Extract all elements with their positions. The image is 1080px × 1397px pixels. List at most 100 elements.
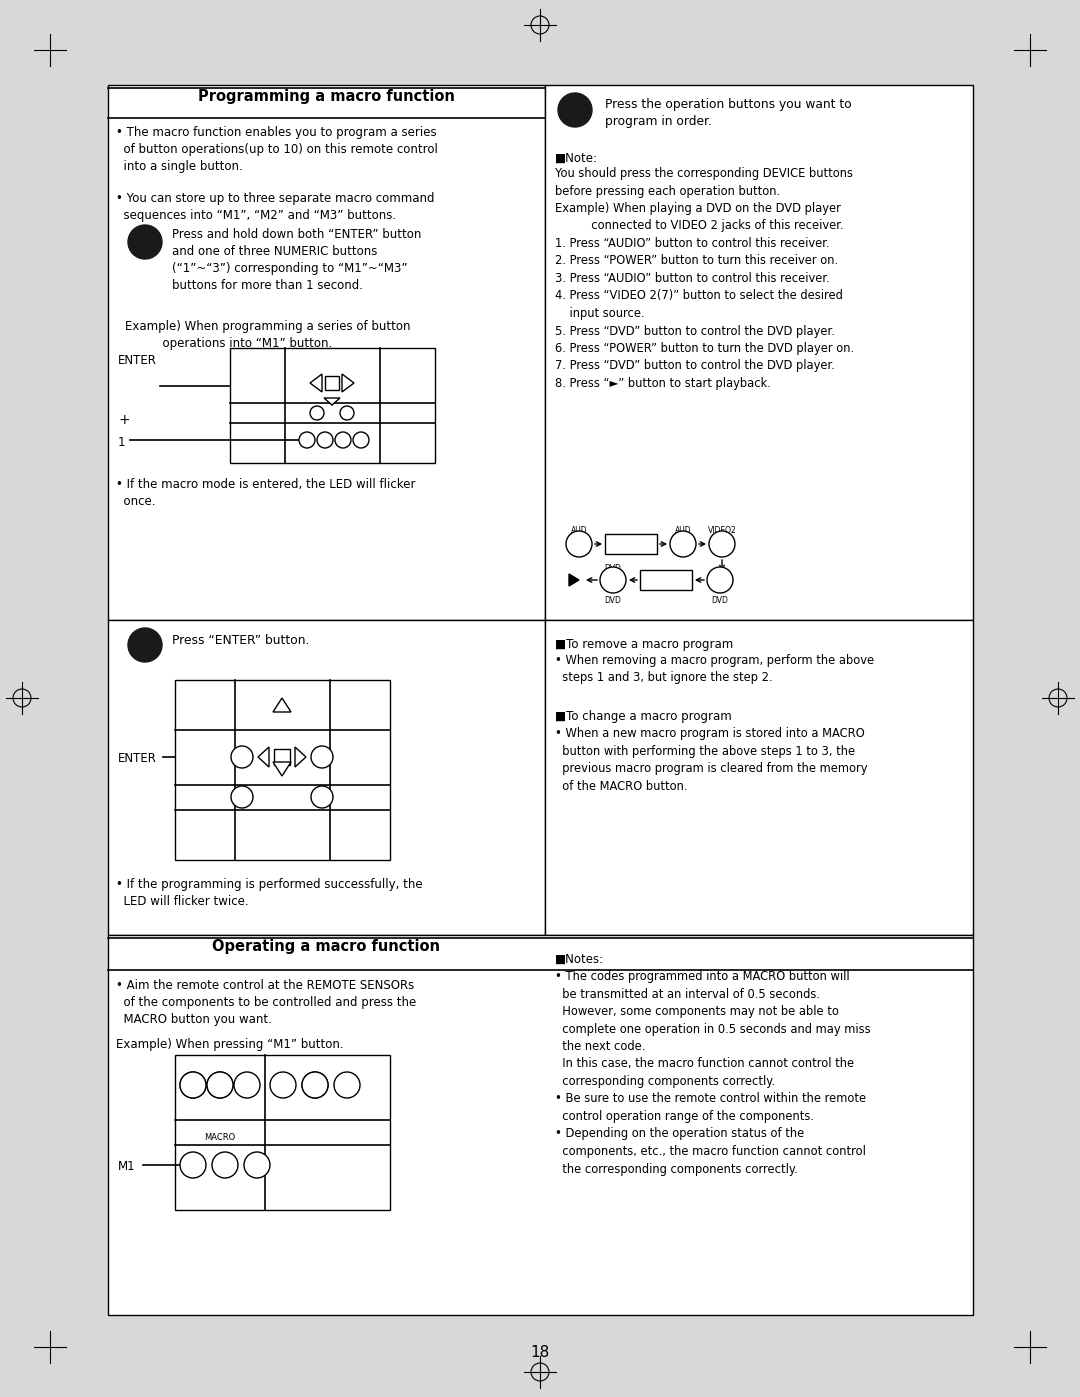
Circle shape bbox=[558, 94, 592, 127]
Text: 2: 2 bbox=[569, 101, 581, 119]
Circle shape bbox=[207, 1071, 233, 1098]
Text: • If the macro mode is entered, the LED will flicker
  once.: • If the macro mode is entered, the LED … bbox=[116, 478, 416, 509]
Text: Operating a macro function: Operating a macro function bbox=[212, 939, 440, 954]
Circle shape bbox=[212, 1153, 238, 1178]
Circle shape bbox=[311, 746, 333, 768]
Circle shape bbox=[180, 1153, 206, 1178]
Text: POWER ON: POWER ON bbox=[606, 539, 656, 549]
Text: ENTER: ENTER bbox=[118, 353, 157, 366]
Text: • When removing a macro program, perform the above
  steps 1 and 3, but ignore t: • When removing a macro program, perform… bbox=[555, 654, 874, 685]
Text: 18: 18 bbox=[530, 1345, 550, 1361]
Circle shape bbox=[566, 531, 592, 557]
Text: <: < bbox=[313, 408, 321, 418]
Text: 4: 4 bbox=[359, 436, 364, 444]
Text: VIDEO2: VIDEO2 bbox=[707, 527, 737, 535]
Circle shape bbox=[231, 746, 253, 768]
FancyBboxPatch shape bbox=[108, 935, 973, 1315]
Circle shape bbox=[129, 629, 162, 662]
FancyBboxPatch shape bbox=[175, 680, 390, 861]
Circle shape bbox=[334, 1071, 360, 1098]
FancyBboxPatch shape bbox=[108, 620, 545, 935]
Text: 9: 9 bbox=[190, 1080, 195, 1090]
Circle shape bbox=[299, 432, 315, 448]
Text: 1: 1 bbox=[118, 436, 125, 448]
Polygon shape bbox=[310, 374, 322, 393]
FancyBboxPatch shape bbox=[274, 749, 291, 766]
Text: You should press the corresponding DEVICE buttons
before pressing each operation: You should press the corresponding DEVIC… bbox=[555, 168, 854, 390]
Circle shape bbox=[129, 225, 162, 258]
Polygon shape bbox=[324, 398, 340, 405]
FancyBboxPatch shape bbox=[545, 85, 973, 620]
Text: DVD: DVD bbox=[712, 597, 728, 605]
FancyBboxPatch shape bbox=[175, 1055, 390, 1210]
Circle shape bbox=[707, 567, 733, 592]
Circle shape bbox=[302, 1071, 328, 1098]
Text: Example) When programming a series of button
          operations into “M1” butt: Example) When programming a series of bu… bbox=[125, 320, 410, 351]
Circle shape bbox=[231, 787, 253, 807]
Text: Press “ENTER” button.: Press “ENTER” button. bbox=[172, 634, 309, 647]
Text: AUD: AUD bbox=[675, 527, 691, 535]
Text: MACRO: MACRO bbox=[204, 1133, 235, 1141]
Circle shape bbox=[270, 1071, 296, 1098]
Circle shape bbox=[180, 1071, 206, 1098]
Text: M3: M3 bbox=[251, 1161, 264, 1169]
Text: 1: 1 bbox=[138, 233, 151, 251]
Text: DVD: DVD bbox=[605, 597, 621, 605]
Text: ENTER: ENTER bbox=[118, 753, 157, 766]
Text: M1: M1 bbox=[118, 1161, 136, 1173]
Circle shape bbox=[600, 567, 626, 592]
Text: • The macro function enables you to program a series
  of button operations(up t: • The macro function enables you to prog… bbox=[116, 126, 437, 173]
Text: 3: 3 bbox=[340, 436, 346, 444]
Text: POWER ON: POWER ON bbox=[642, 576, 691, 584]
Polygon shape bbox=[273, 761, 291, 775]
FancyBboxPatch shape bbox=[230, 348, 435, 462]
Text: Example) When pressing “M1” button.: Example) When pressing “M1” button. bbox=[116, 1038, 343, 1051]
Circle shape bbox=[353, 432, 369, 448]
Circle shape bbox=[670, 531, 696, 557]
Text: 0: 0 bbox=[217, 1080, 222, 1090]
Text: ■Notes:: ■Notes: bbox=[555, 953, 604, 965]
Text: M1: M1 bbox=[187, 1161, 199, 1169]
Text: • The codes programmed into a MACRO button will
  be transmitted at an interval : • The codes programmed into a MACRO butt… bbox=[555, 970, 870, 1175]
Text: Press and hold down both “ENTER” button
and one of three NUMERIC buttons
(“1”~“3: Press and hold down both “ENTER” button … bbox=[172, 228, 421, 292]
Text: +: + bbox=[118, 414, 130, 427]
Polygon shape bbox=[342, 374, 354, 393]
Text: M2: M2 bbox=[219, 1161, 231, 1169]
FancyBboxPatch shape bbox=[640, 570, 692, 590]
Circle shape bbox=[207, 1071, 233, 1098]
Circle shape bbox=[302, 1071, 328, 1098]
Text: • Aim the remote control at the REMOTE SENSORs
  of the components to be control: • Aim the remote control at the REMOTE S… bbox=[116, 979, 416, 1025]
Circle shape bbox=[310, 407, 324, 420]
Polygon shape bbox=[295, 747, 306, 767]
Text: • If the programming is performed successfully, the
  LED will flicker twice.: • If the programming is performed succes… bbox=[116, 877, 422, 908]
Circle shape bbox=[340, 407, 354, 420]
FancyBboxPatch shape bbox=[605, 534, 657, 555]
Circle shape bbox=[180, 1071, 206, 1098]
Text: ■To change a macro program: ■To change a macro program bbox=[555, 710, 732, 724]
FancyBboxPatch shape bbox=[108, 85, 545, 620]
Circle shape bbox=[234, 1071, 260, 1098]
FancyBboxPatch shape bbox=[545, 620, 973, 935]
Text: ■Note:: ■Note: bbox=[555, 152, 598, 165]
Circle shape bbox=[708, 531, 735, 557]
Text: 7: 7 bbox=[718, 539, 726, 549]
Text: • When a new macro program is stored into a MACRO
  button with performing the a: • When a new macro program is stored int… bbox=[555, 726, 867, 792]
Text: +10: +10 bbox=[239, 1080, 256, 1090]
Polygon shape bbox=[258, 747, 269, 767]
Circle shape bbox=[311, 787, 333, 807]
FancyBboxPatch shape bbox=[325, 376, 339, 390]
FancyBboxPatch shape bbox=[108, 85, 973, 1315]
Text: Press the operation buttons you want to
program in order.: Press the operation buttons you want to … bbox=[605, 98, 852, 129]
Circle shape bbox=[244, 1153, 270, 1178]
Text: >: > bbox=[343, 408, 351, 418]
Text: AUD: AUD bbox=[570, 527, 588, 535]
Text: 3: 3 bbox=[138, 636, 151, 654]
Circle shape bbox=[335, 432, 351, 448]
Text: ■To remove a macro program: ■To remove a macro program bbox=[555, 638, 733, 651]
Text: DVD: DVD bbox=[605, 564, 621, 573]
Text: 2: 2 bbox=[322, 436, 327, 444]
Polygon shape bbox=[273, 698, 291, 712]
Polygon shape bbox=[569, 574, 579, 585]
Circle shape bbox=[318, 432, 333, 448]
Text: • You can store up to three separate macro command
  sequences into “M1”, “M2” a: • You can store up to three separate mac… bbox=[116, 191, 434, 222]
